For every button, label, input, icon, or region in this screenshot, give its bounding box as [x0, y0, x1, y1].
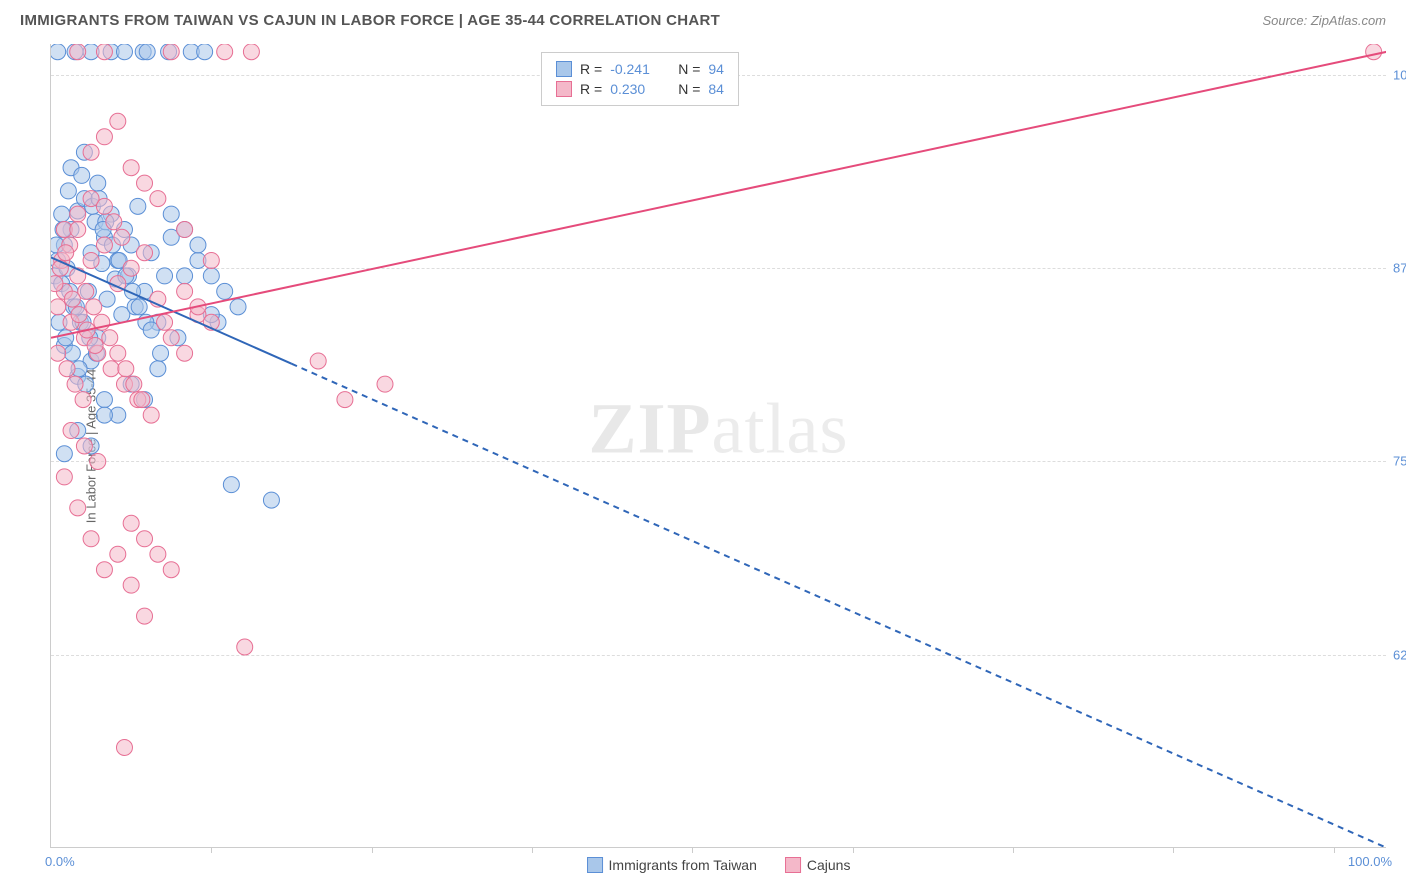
- legend-row-cajuns: R = 0.230 N = 84: [556, 79, 724, 99]
- r-value-cajuns: 0.230: [610, 81, 662, 97]
- chart-header: IMMIGRANTS FROM TAIWAN VS CAJUN IN LABOR…: [0, 0, 1406, 37]
- r-label: R =: [580, 81, 602, 97]
- legend-label-cajuns: Cajuns: [807, 857, 851, 873]
- r-label: R =: [580, 61, 602, 77]
- r-value-taiwan: -0.241: [610, 61, 662, 77]
- chart-container: ZIPatlas 62.5%75.0%87.5%100.0% 0.0% 100.…: [50, 44, 1386, 848]
- x-tick-label-max: 100.0%: [1348, 854, 1392, 869]
- legend-row-taiwan: R = -0.241 N = 94: [556, 59, 724, 79]
- legend-item-taiwan: Immigrants from Taiwan: [587, 857, 757, 873]
- legend-swatch-cajuns-bottom: [785, 857, 801, 873]
- y-tick-label: 87.5%: [1393, 261, 1406, 276]
- n-label: N =: [678, 81, 700, 97]
- legend-swatch-cajuns: [556, 81, 572, 97]
- legend-swatch-taiwan: [556, 61, 572, 77]
- scatter-plot: [51, 44, 1386, 847]
- legend-item-cajuns: Cajuns: [785, 857, 851, 873]
- n-value-cajuns: 84: [708, 81, 724, 97]
- y-tick-label: 62.5%: [1393, 647, 1406, 662]
- y-tick-label: 75.0%: [1393, 454, 1406, 469]
- chart-title: IMMIGRANTS FROM TAIWAN VS CAJUN IN LABOR…: [20, 12, 720, 29]
- legend-swatch-taiwan-bottom: [587, 857, 603, 873]
- chart-source: Source: ZipAtlas.com: [1262, 13, 1386, 28]
- n-value-taiwan: 94: [708, 61, 724, 77]
- legend-label-taiwan: Immigrants from Taiwan: [609, 857, 757, 873]
- series-legend: Immigrants from Taiwan Cajuns: [587, 857, 851, 873]
- y-tick-label: 100.0%: [1393, 67, 1406, 82]
- n-label: N =: [678, 61, 700, 77]
- x-tick-label-min: 0.0%: [45, 854, 75, 869]
- correlation-legend: R = -0.241 N = 94 R = 0.230 N = 84: [541, 52, 739, 106]
